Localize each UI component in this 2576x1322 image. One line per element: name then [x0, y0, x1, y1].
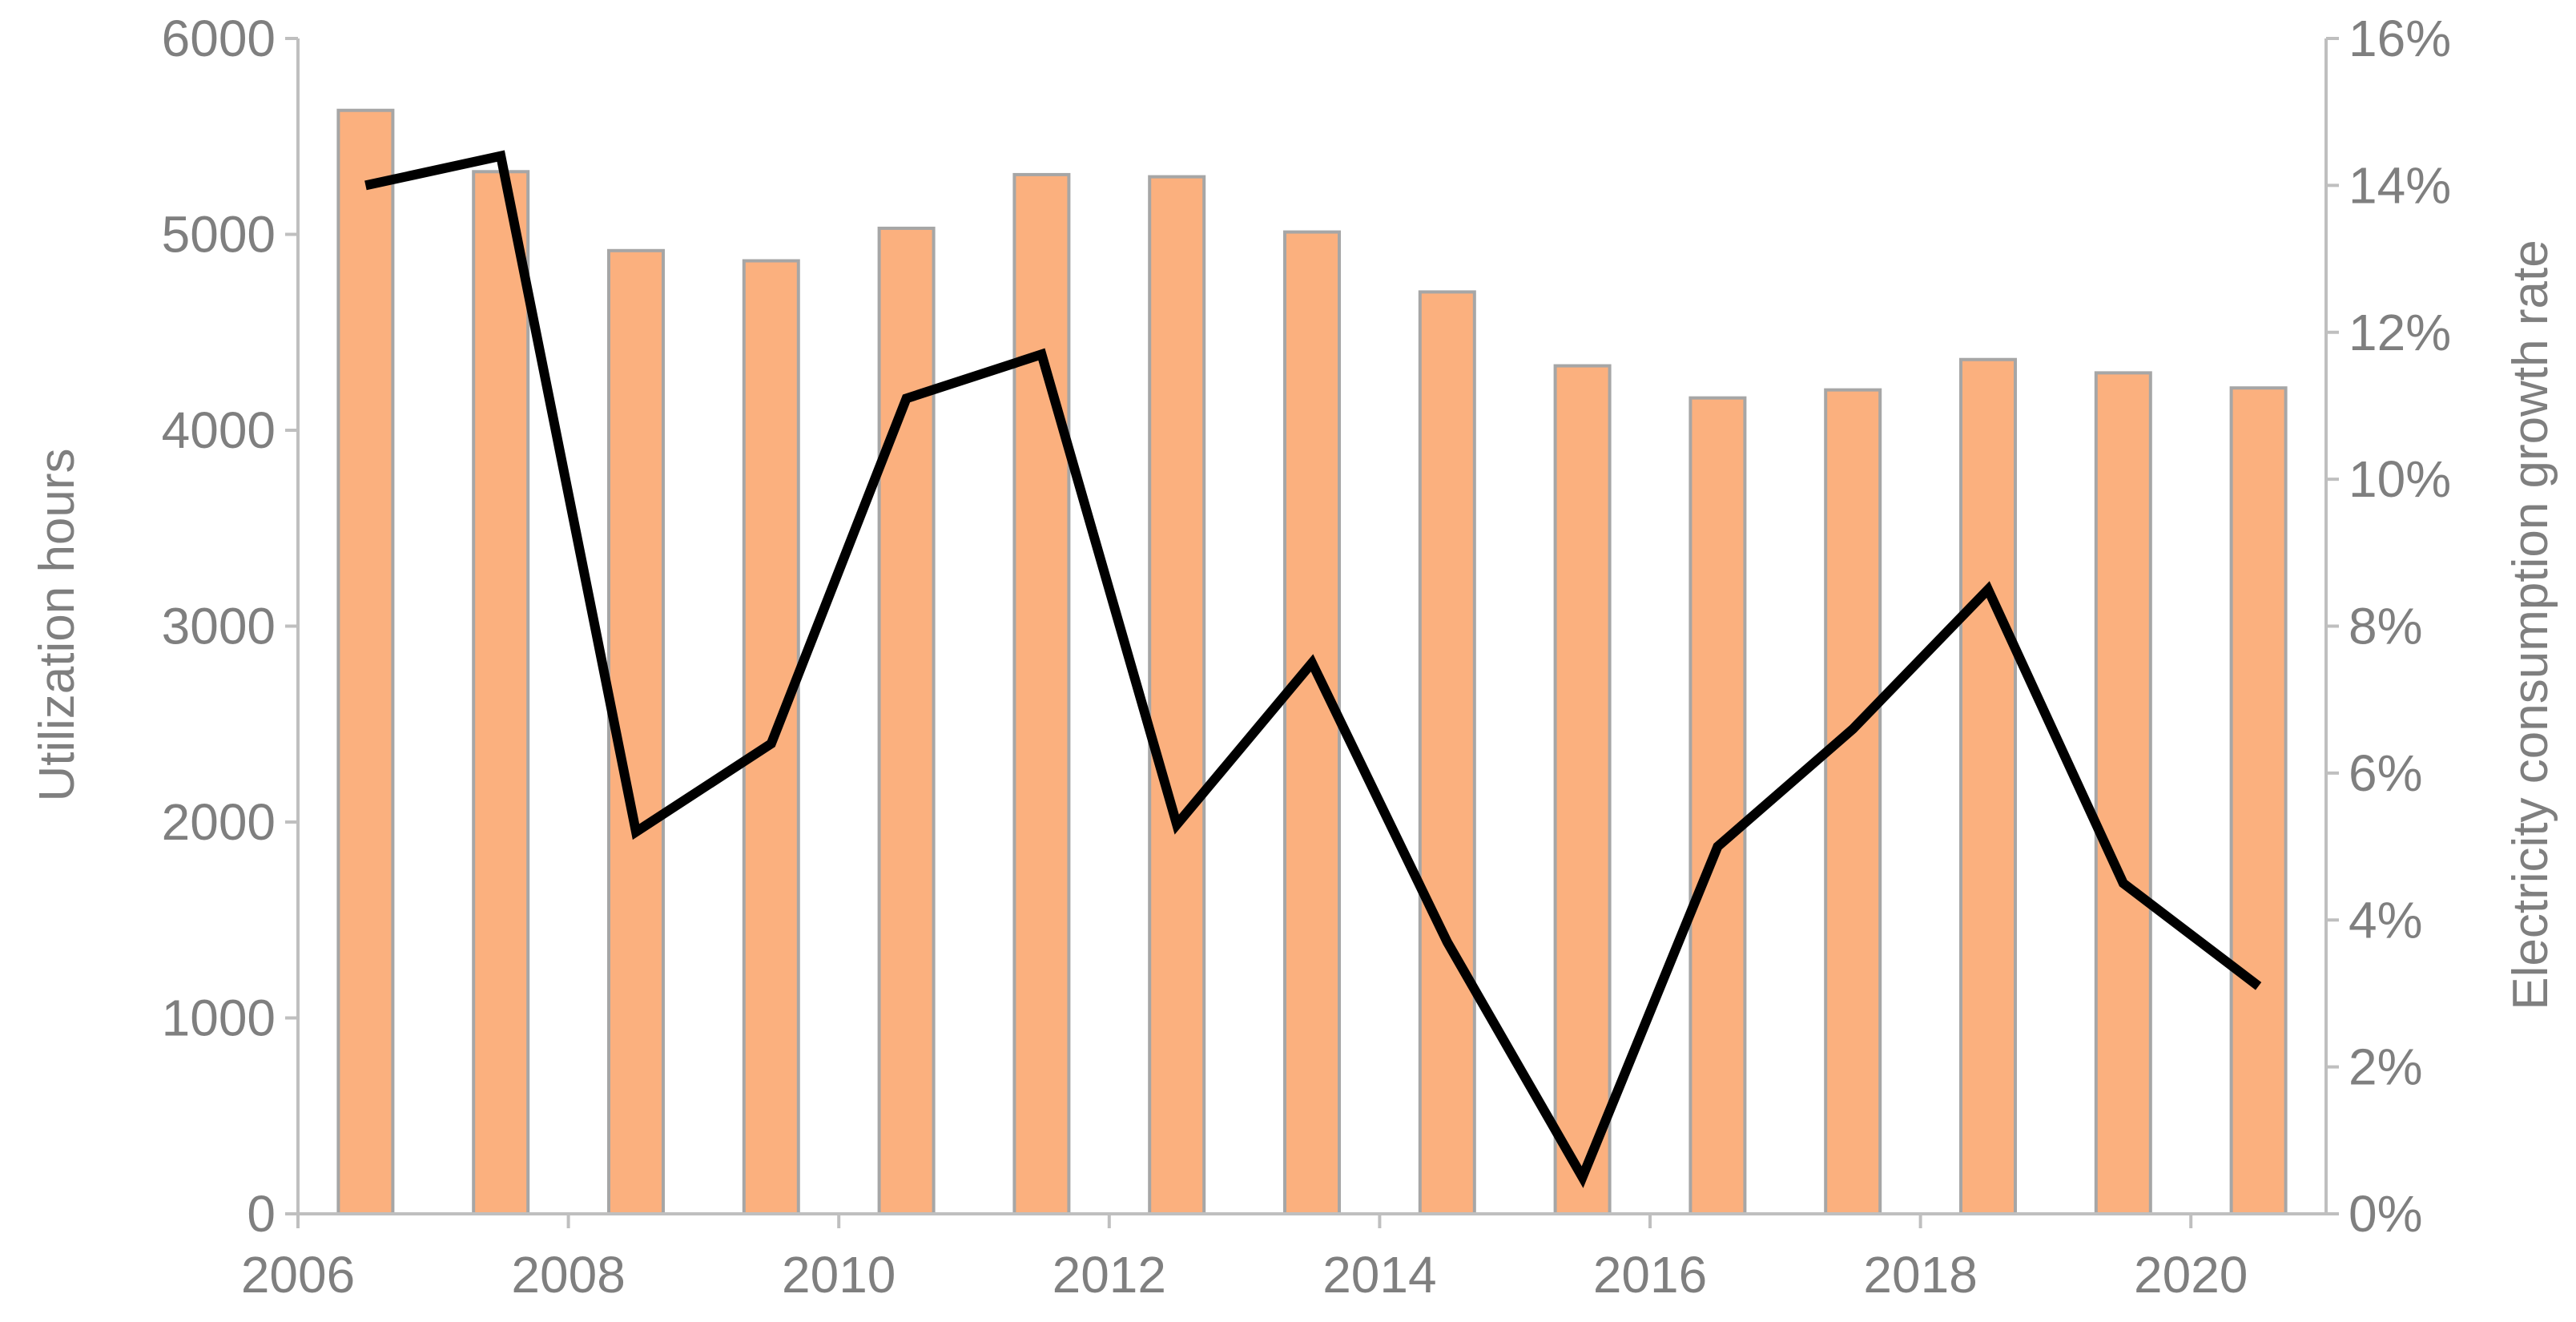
right-tick-label: 0% [2349, 1185, 2423, 1243]
x-tick-label: 2018 [1863, 1246, 1977, 1304]
right-axis-title: Electricity consumption growth rate [2503, 240, 2558, 1010]
bar-2011 [1012, 172, 1071, 1216]
left-tick-label: 6000 [162, 10, 276, 67]
left-tick-label: 1000 [162, 989, 276, 1047]
bar-2019 [2094, 371, 2152, 1216]
bar-2016 [1688, 396, 1747, 1216]
bar-2013 [1283, 230, 1341, 1215]
left-axis-title: Utilization hours [30, 448, 85, 801]
bar-2020 [2229, 386, 2288, 1215]
bar-2018 [1959, 357, 2017, 1216]
right-tick-label: 10% [2349, 450, 2451, 508]
left-tick-label: 0 [247, 1185, 276, 1243]
x-tick-label: 2010 [782, 1246, 896, 1304]
right-tick-label: 12% [2349, 304, 2451, 361]
right-tick-label: 14% [2349, 156, 2451, 214]
right-tick-label: 4% [2349, 891, 2423, 949]
bar-2006 [336, 108, 395, 1216]
bar-2010 [877, 226, 936, 1215]
right-y-ticks: 0% 2% 4% 6% 8% 10% 12% 14% 16% [2326, 10, 2451, 1243]
x-tick-label: 2008 [511, 1246, 625, 1304]
right-tick-label: 2% [2349, 1038, 2423, 1096]
bar-2012 [1148, 175, 1206, 1216]
bar-2017 [1824, 388, 1882, 1215]
x-ticks: 2006 2008 2010 2012 2014 2016 2018 2020 [241, 1214, 2248, 1304]
x-tick-label: 2020 [2134, 1246, 2248, 1304]
left-y-ticks: 0 1000 2000 3000 4000 5000 6000 [162, 10, 298, 1243]
x-tick-label: 2016 [1593, 1246, 1707, 1304]
left-tick-label: 2000 [162, 793, 276, 851]
left-tick-label: 3000 [162, 598, 276, 655]
left-tick-label: 4000 [162, 401, 276, 459]
bar-series [336, 108, 2288, 1216]
x-tick-label: 2006 [241, 1246, 355, 1304]
bar-2014 [1418, 290, 1476, 1215]
right-tick-label: 16% [2349, 10, 2451, 67]
right-tick-label: 8% [2349, 598, 2423, 655]
x-tick-label: 2012 [1053, 1246, 1166, 1304]
left-tick-label: 5000 [162, 206, 276, 264]
growth-rate-line [364, 150, 2262, 1188]
x-tick-label: 2014 [1322, 1246, 1436, 1304]
bar-2015 [1553, 364, 1612, 1216]
right-tick-label: 6% [2349, 744, 2423, 802]
bar-2007 [472, 170, 530, 1215]
